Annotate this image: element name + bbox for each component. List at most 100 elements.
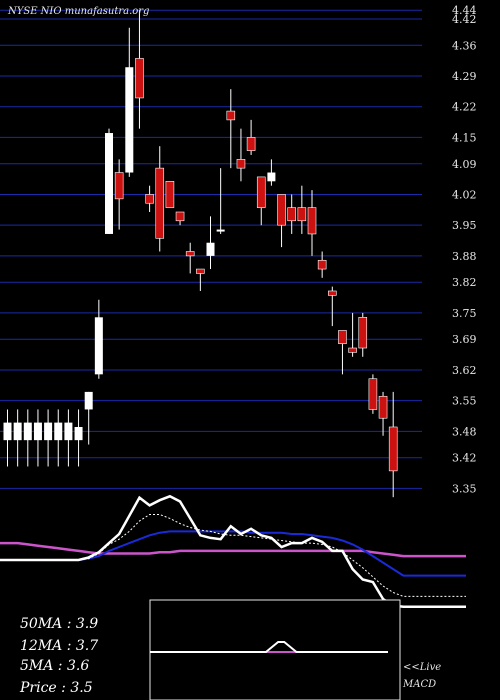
- candle: [84, 391, 93, 445]
- candle-body: [226, 110, 236, 121]
- candle-body: [165, 181, 175, 208]
- y-tick-label: 3.48: [452, 425, 477, 438]
- macd-line: [150, 641, 388, 653]
- candle: [155, 146, 165, 252]
- grid-lines: [0, 9, 422, 489]
- candle: [327, 286, 337, 327]
- candle: [236, 128, 246, 182]
- y-tick-label: 3.95: [452, 219, 477, 232]
- candle: [165, 181, 175, 208]
- candle-body: [216, 229, 225, 232]
- candle: [317, 251, 327, 278]
- candle: [388, 391, 398, 498]
- candle: [125, 27, 134, 177]
- candle: [307, 190, 317, 256]
- candle-body: [287, 207, 297, 222]
- candle: [348, 312, 357, 357]
- candle: [105, 128, 113, 234]
- candle-body: [94, 317, 103, 375]
- y-tick-label: 4.29: [452, 70, 477, 83]
- candle: [206, 216, 215, 270]
- candle-body: [23, 422, 32, 441]
- y-tick-label: 4.36: [452, 39, 477, 52]
- legend-ma50: 50MA : 3.9: [20, 616, 98, 632]
- candle-body: [155, 167, 165, 239]
- candle: [135, 10, 144, 129]
- candle-body: [105, 133, 113, 234]
- y-tick-label: 4.42: [452, 13, 477, 26]
- candle-body: [358, 317, 368, 349]
- candle: [277, 194, 286, 248]
- y-tick-label: 3.55: [452, 395, 477, 408]
- candle: [114, 159, 124, 230]
- candle: [13, 409, 22, 467]
- candle-body: [317, 259, 327, 270]
- candle-body: [206, 242, 215, 256]
- y-tick-label: 3.69: [452, 333, 477, 346]
- ma5-line: [0, 514, 466, 597]
- y-tick-label: 3.42: [452, 452, 477, 465]
- candle-body: [33, 422, 42, 441]
- candlestick-series: [3, 10, 398, 498]
- candle: [3, 409, 12, 467]
- candle-body: [267, 172, 276, 182]
- candle-body: [256, 176, 266, 208]
- candle: [287, 194, 297, 234]
- y-tick-label: 4.09: [452, 158, 477, 171]
- macd-title: MACD: [402, 679, 436, 690]
- candle: [216, 168, 225, 234]
- candle: [74, 409, 83, 467]
- candle-body: [388, 426, 398, 472]
- candle: [44, 409, 53, 467]
- legend-ma5: 5MA : 3.6: [20, 658, 89, 674]
- candle-body: [307, 207, 317, 235]
- y-tick-label: 3.62: [452, 364, 477, 377]
- y-tick-label: 3.75: [452, 307, 477, 320]
- candle: [33, 409, 42, 467]
- price-line: [0, 494, 466, 609]
- candle-body: [175, 211, 185, 222]
- candle: [196, 268, 205, 291]
- candle: [297, 185, 307, 234]
- candle-body: [3, 422, 12, 441]
- candle-body: [185, 251, 195, 257]
- chart-title: NYSE NIO munafasutra.org: [7, 6, 149, 17]
- candle-body: [13, 422, 22, 441]
- candle: [64, 409, 73, 467]
- candle-body: [64, 422, 73, 441]
- candle-body: [196, 268, 205, 274]
- candle: [246, 119, 256, 155]
- candle-body: [54, 422, 63, 441]
- candle-body: [236, 159, 246, 169]
- candle-body: [246, 137, 256, 151]
- y-axis-ticks: 4.444.42 4.36 4.29 4.22 4.15 4.09 4.02 3.95 3.88…: [452, 4, 477, 495]
- legend-price: Price : 3.5: [19, 680, 93, 696]
- y-tick-label: 4.22: [452, 101, 477, 114]
- candle: [378, 391, 388, 436]
- candle-body: [125, 67, 134, 173]
- candle: [368, 374, 378, 414]
- candle: [23, 409, 32, 467]
- candle-body: [277, 194, 286, 226]
- indicator-panel: [0, 494, 466, 609]
- candle-body: [135, 58, 144, 99]
- macd-live-label: <<Live: [403, 662, 441, 673]
- candle-body: [297, 207, 307, 222]
- candle: [338, 330, 347, 375]
- candle: [256, 176, 266, 226]
- candle: [54, 409, 63, 467]
- candle-body: [44, 422, 53, 441]
- candle-body: [378, 395, 388, 419]
- candle: [145, 185, 154, 213]
- candle: [185, 242, 195, 274]
- candle-body: [338, 330, 347, 344]
- candle-body: [368, 378, 378, 410]
- y-tick-label: 4.02: [452, 188, 477, 201]
- macd-panel: [149, 599, 401, 700]
- candle-body: [348, 347, 357, 353]
- candle-body: [84, 391, 93, 410]
- candle-body: [74, 426, 83, 441]
- y-tick-label: 4.44: [452, 4, 477, 17]
